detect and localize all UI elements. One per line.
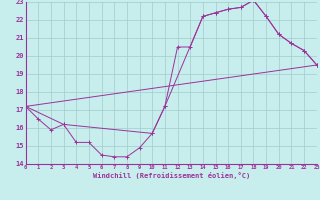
X-axis label: Windchill (Refroidissement éolien,°C): Windchill (Refroidissement éolien,°C) xyxy=(92,172,250,179)
